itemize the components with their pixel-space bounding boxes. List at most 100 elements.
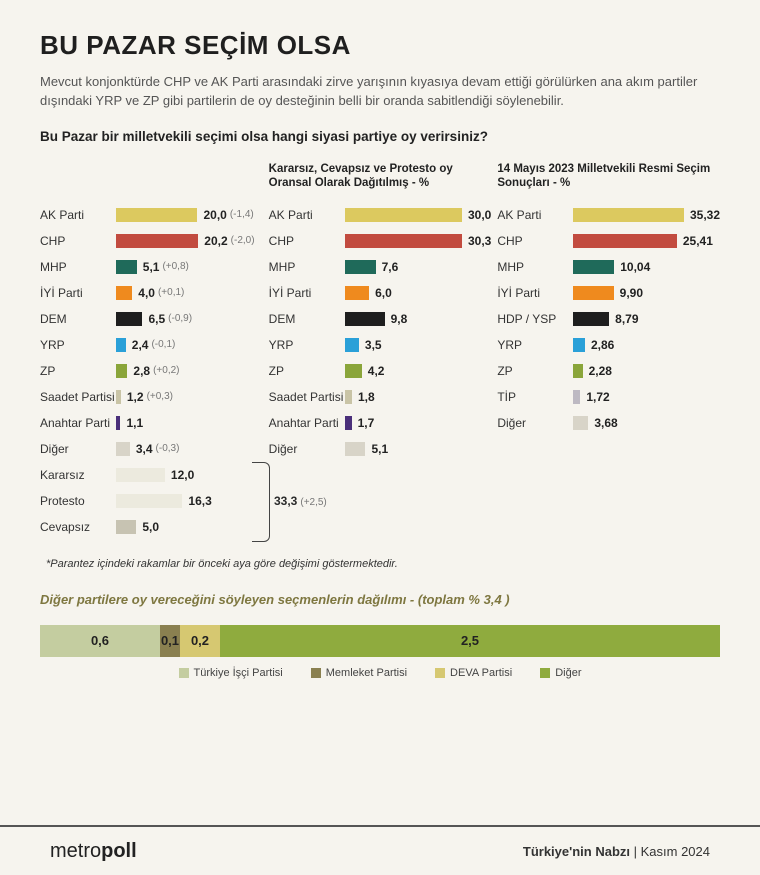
bar (573, 234, 677, 248)
footnote: *Parantez içindeki rakamlar bir önceki a… (46, 558, 720, 570)
bar-value: 4,0 (138, 286, 155, 300)
legend-item: DEVA Partisi (435, 667, 512, 679)
party-label: Anahtar Parti (40, 416, 116, 430)
bar (573, 312, 609, 326)
chart-panel-2: 14 Mayıs 2023 Milletvekili Resmi Seçim S… (497, 162, 720, 540)
chart-row: YRP3,5 (269, 332, 492, 358)
chart-row: MHP 10,04 (497, 254, 720, 280)
party-label: YRP (497, 338, 573, 352)
bar (345, 234, 462, 248)
chart-row: MHP5,1(+0,8) (40, 254, 263, 280)
bar-value: 2,86 (591, 338, 614, 352)
party-label: DEM (269, 312, 345, 326)
chart-row: HDP / YSP8,79 (497, 306, 720, 332)
chart-row: Protesto16,3 (40, 488, 263, 514)
legend-item: Memleket Partisi (311, 667, 407, 679)
bar-value: 5,1 (371, 442, 388, 456)
bar-value: 2,4 (132, 338, 149, 352)
chart-row: YRP2,4(-0,1) (40, 332, 263, 358)
legend-label: Diğer (555, 667, 581, 679)
chart-panels: 33,3(+2,5) AK Parti20,0(-1,4)CHP20,2(-2,… (40, 162, 720, 540)
party-label: YRP (269, 338, 345, 352)
chart-row: Anahtar Parti 1,7 (269, 410, 492, 436)
party-label: CHP (40, 234, 116, 248)
chart-row: Diğer3,4(-0,3) (40, 436, 263, 462)
chart-row: CHP25,41 (497, 228, 720, 254)
party-label: Diğer (40, 442, 116, 456)
party-label: Diğer (269, 442, 345, 456)
bar (116, 338, 126, 352)
legend-swatch (435, 668, 445, 678)
bar-value: 1,1 (126, 416, 143, 430)
bar (345, 416, 352, 430)
bar-value: 30,0 (468, 208, 491, 222)
bar-delta: (+0,1) (158, 287, 184, 298)
legend-swatch (179, 668, 189, 678)
legend-label: Memleket Partisi (326, 667, 407, 679)
bar-value: 25,41 (683, 234, 713, 248)
bar (116, 416, 120, 430)
chart-panel-1: Kararsız, Cevapsız ve Protesto oy Oransa… (269, 162, 492, 540)
bar-value: 1,8 (358, 390, 375, 404)
bar (116, 260, 137, 274)
page-footer: metropoll Türkiye'nin Nabzı | Kasım 2024 (0, 825, 760, 875)
bar (345, 286, 369, 300)
party-label: AK Parti (40, 208, 116, 222)
bar-value: 1,72 (586, 390, 609, 404)
chart-row: AK Parti35,32 (497, 202, 720, 228)
page-title: BU PAZAR SEÇİM OLSA (40, 30, 720, 61)
chart-row: ZP 2,28 (497, 358, 720, 384)
party-label: YRP (40, 338, 116, 352)
chart-row: AK Parti 30,0 (269, 202, 492, 228)
bar (116, 234, 198, 248)
chart-row: Kararsız12,0 (40, 462, 263, 488)
chart-row: Diğer3,68 (497, 410, 720, 436)
bar-value: 30,3 (468, 234, 491, 248)
bar-value: 1,2 (127, 390, 144, 404)
bar (116, 390, 121, 404)
bar-value: 9,90 (620, 286, 643, 300)
bar-value: 6,0 (375, 286, 392, 300)
party-label: Diğer (497, 416, 573, 430)
stacked-chart: 0,60,10,22,5 Türkiye İşçi PartisiMemleke… (40, 625, 720, 679)
bar-value: 4,2 (368, 364, 385, 378)
bar (573, 208, 684, 222)
bar-value: 10,04 (620, 260, 650, 274)
bar (116, 468, 165, 482)
chart-row: CHP30,3 (269, 228, 492, 254)
bar (116, 364, 127, 378)
bar-value: 5,0 (142, 520, 159, 534)
chart-row: Saadet Partisi1,8 (269, 384, 492, 410)
bar (573, 390, 580, 404)
party-label: AK Parti (497, 208, 573, 222)
party-label: Kararsız (40, 468, 116, 482)
chart-row: AK Parti20,0(-1,4) (40, 202, 263, 228)
chart-row: DEM6,5(-0,9) (40, 306, 263, 332)
party-label: Saadet Partisi (40, 390, 116, 404)
party-label: ZP (497, 364, 573, 378)
chart-row: MHP7,6 (269, 254, 492, 280)
stacked-segment: 0,6 (40, 625, 160, 657)
party-label: Anahtar Parti (269, 416, 345, 430)
bar (116, 286, 132, 300)
bar (573, 286, 613, 300)
bar-value: 2,28 (589, 364, 612, 378)
chart-row: ZP2,8(+0,2) (40, 358, 263, 384)
legend-item: Türkiye İşçi Partisi (179, 667, 283, 679)
chart-row: İYİ Parti9,90 (497, 280, 720, 306)
chart-row: Anahtar Parti 1,1 (40, 410, 263, 436)
stacked-segment: 0,1 (160, 625, 180, 657)
party-label: ZP (269, 364, 345, 378)
party-label: MHP (497, 260, 573, 274)
bar (116, 312, 142, 326)
metropoll-logo: metropoll (50, 840, 137, 863)
bar-delta: (-1,4) (230, 209, 254, 220)
bar (345, 260, 376, 274)
party-label: AK Parti (269, 208, 345, 222)
footer-right: Türkiye'nin Nabzı | Kasım 2024 (523, 844, 710, 859)
bar (573, 364, 582, 378)
bar (345, 390, 352, 404)
bar (116, 494, 182, 508)
bar-value: 1,7 (358, 416, 375, 430)
chart-panel-0: AK Parti20,0(-1,4)CHP20,2(-2,0)MHP5,1(+0… (40, 162, 263, 540)
